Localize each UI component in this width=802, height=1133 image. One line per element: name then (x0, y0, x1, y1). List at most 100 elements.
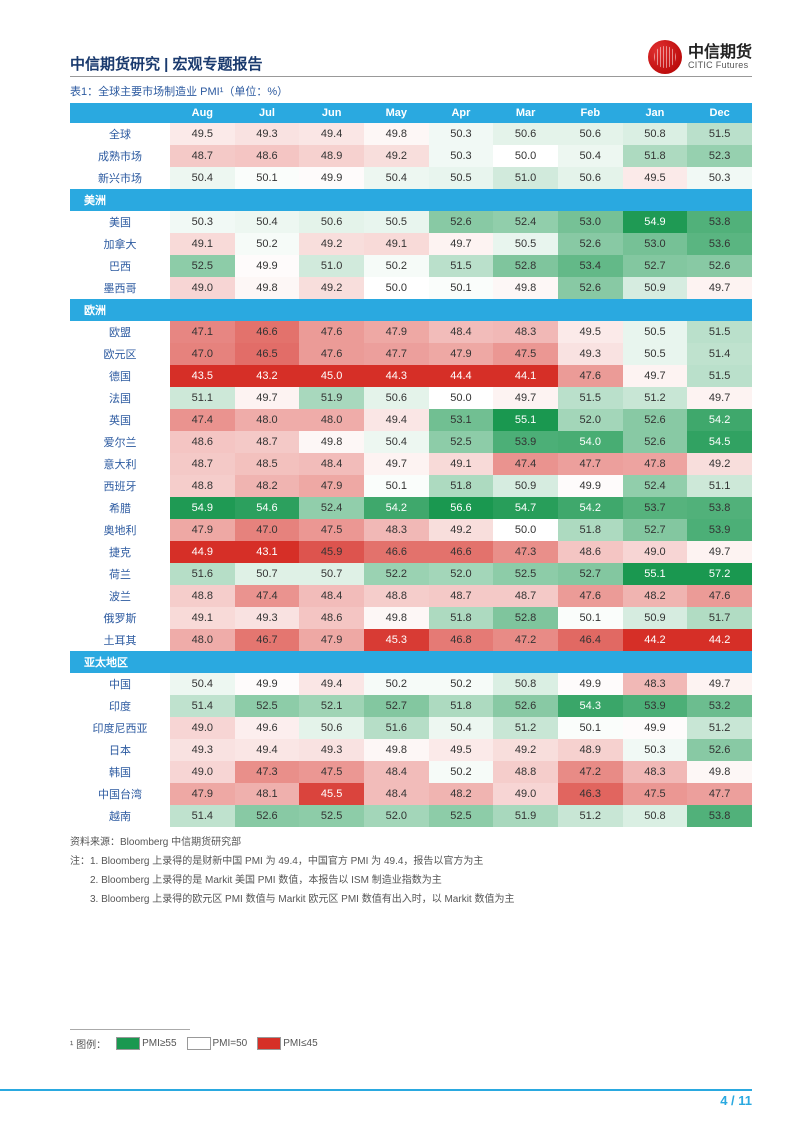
data-cell: 51.0 (299, 255, 364, 277)
data-cell: 49.0 (170, 761, 235, 783)
logo-text-cn: 中信期货 (688, 45, 752, 61)
logo-icon (648, 40, 682, 74)
data-cell: 46.4 (558, 629, 623, 651)
row-label: 全球 (70, 123, 170, 145)
data-cell: 44.9 (170, 541, 235, 563)
data-cell: 47.6 (687, 585, 752, 607)
section-header-row: 亚太地区 (70, 651, 752, 673)
data-cell: 48.6 (170, 431, 235, 453)
data-cell: 51.8 (558, 519, 623, 541)
data-cell: 46.6 (364, 541, 429, 563)
brand-logo: 中信期货 CITIC Futures (648, 40, 752, 74)
data-cell: 48.2 (235, 475, 300, 497)
data-cell: 50.1 (429, 277, 494, 299)
data-cell: 47.4 (170, 409, 235, 431)
data-cell: 49.9 (235, 255, 300, 277)
legend-footnote: ¹ 图例：PMI≥55PMI=50PMI≤45 (70, 1036, 752, 1051)
data-cell: 51.1 (170, 387, 235, 409)
legend-item: PMI≥55 (116, 1037, 176, 1050)
data-cell: 48.3 (364, 519, 429, 541)
data-cell: 53.0 (623, 233, 688, 255)
data-cell: 49.3 (235, 607, 300, 629)
row-label: 美国 (70, 211, 170, 233)
data-cell: 50.5 (364, 211, 429, 233)
section-header-row: 欧洲 (70, 299, 752, 321)
data-cell: 50.2 (364, 673, 429, 695)
data-cell: 50.3 (429, 145, 494, 167)
table-row: 爱尔兰48.648.749.850.452.553.954.052.654.5 (70, 431, 752, 453)
data-cell: 52.4 (299, 497, 364, 519)
data-cell: 50.6 (493, 123, 558, 145)
data-cell: 48.4 (364, 783, 429, 805)
table-row: 印度51.452.552.152.751.852.654.353.953.2 (70, 695, 752, 717)
data-cell: 50.5 (429, 167, 494, 189)
data-cell: 48.7 (235, 431, 300, 453)
data-cell: 48.2 (429, 783, 494, 805)
data-cell: 47.2 (558, 761, 623, 783)
data-cell: 43.1 (235, 541, 300, 563)
data-cell: 48.7 (493, 585, 558, 607)
data-cell: 52.6 (623, 409, 688, 431)
data-cell: 52.5 (235, 695, 300, 717)
data-cell: 54.7 (493, 497, 558, 519)
column-header-month: Apr (429, 103, 494, 123)
data-cell: 49.8 (299, 431, 364, 453)
section-header-cell: 亚太地区 (70, 651, 752, 673)
row-label: 印度 (70, 695, 170, 717)
data-cell: 47.4 (493, 453, 558, 475)
data-cell: 52.6 (493, 695, 558, 717)
data-cell: 51.2 (493, 717, 558, 739)
data-cell: 51.5 (687, 123, 752, 145)
section-header-cell: 美洲 (70, 189, 752, 211)
data-cell: 50.6 (558, 167, 623, 189)
data-cell: 54.9 (170, 497, 235, 519)
table-row: 英国47.448.048.049.453.155.152.052.654.2 (70, 409, 752, 431)
data-cell: 50.6 (299, 211, 364, 233)
data-cell: 50.0 (493, 145, 558, 167)
data-cell: 50.6 (364, 387, 429, 409)
data-cell: 52.0 (429, 563, 494, 585)
row-label: 中国 (70, 673, 170, 695)
data-cell: 49.3 (299, 739, 364, 761)
data-cell: 47.6 (299, 343, 364, 365)
data-cell: 51.4 (687, 343, 752, 365)
data-cell: 43.2 (235, 365, 300, 387)
data-cell: 53.8 (687, 805, 752, 827)
data-cell: 50.1 (558, 607, 623, 629)
data-cell: 52.7 (623, 255, 688, 277)
data-cell: 53.8 (687, 497, 752, 519)
data-cell: 50.6 (299, 717, 364, 739)
data-cell: 49.5 (170, 123, 235, 145)
data-cell: 51.1 (687, 475, 752, 497)
data-cell: 49.1 (364, 233, 429, 255)
data-cell: 49.9 (558, 673, 623, 695)
data-cell: 44.2 (687, 629, 752, 651)
column-header-month: Jan (623, 103, 688, 123)
row-label: 欧盟 (70, 321, 170, 343)
data-cell: 50.1 (364, 475, 429, 497)
table-row: 韩国49.047.347.548.450.248.847.248.349.8 (70, 761, 752, 783)
data-cell: 51.5 (558, 387, 623, 409)
row-label: 捷克 (70, 541, 170, 563)
note-line: 2. Bloomberg 上录得的是 Markit 美国 PMI 数值，本报告以… (70, 871, 752, 890)
data-cell: 50.5 (623, 321, 688, 343)
data-cell: 50.6 (558, 123, 623, 145)
data-cell: 49.2 (299, 277, 364, 299)
row-label: 荷兰 (70, 563, 170, 585)
data-cell: 52.1 (299, 695, 364, 717)
data-cell: 48.7 (170, 145, 235, 167)
data-cell: 48.0 (235, 409, 300, 431)
table-row: 荷兰51.650.750.752.252.052.552.755.157.2 (70, 563, 752, 585)
data-cell: 49.7 (687, 387, 752, 409)
data-cell: 50.9 (623, 607, 688, 629)
data-cell: 52.3 (687, 145, 752, 167)
row-label: 巴西 (70, 255, 170, 277)
data-cell: 48.9 (558, 739, 623, 761)
data-cell: 52.5 (429, 431, 494, 453)
data-cell: 53.8 (687, 211, 752, 233)
table-row: 奥地利47.947.047.548.349.250.051.852.753.9 (70, 519, 752, 541)
column-header-month: Feb (558, 103, 623, 123)
data-cell: 47.9 (299, 629, 364, 651)
data-cell: 50.3 (170, 211, 235, 233)
data-cell: 51.5 (687, 365, 752, 387)
